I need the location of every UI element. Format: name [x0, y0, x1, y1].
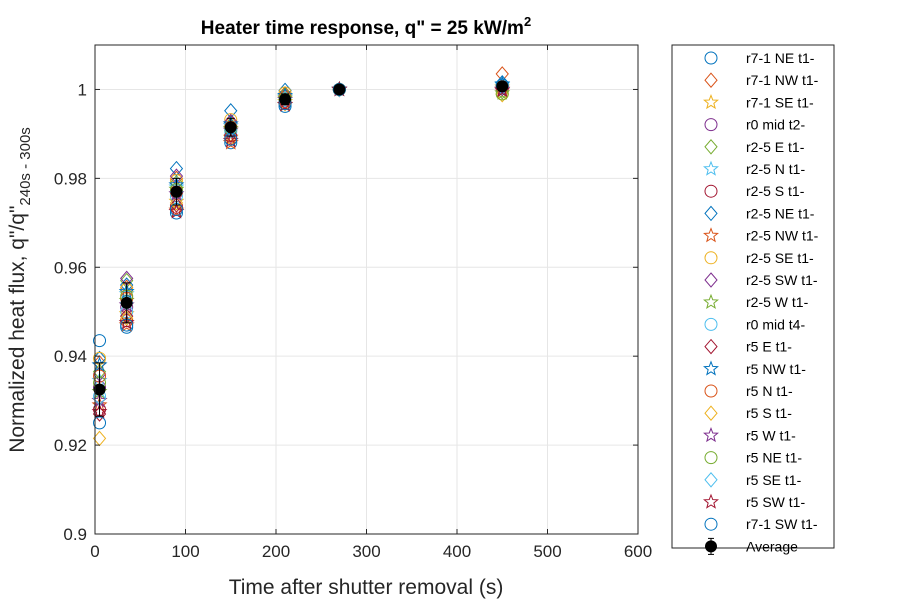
legend-marker: [704, 338, 718, 355]
legend-label: r7-1 NE t1-: [746, 50, 815, 66]
y-tick-label: 0.98: [54, 169, 87, 188]
chart-title: Heater time response, q" = 25 kW/m2: [201, 14, 531, 39]
legend-marker: [704, 51, 718, 65]
data-point: [279, 93, 292, 106]
legend-label: r5 NW t1-: [746, 361, 806, 377]
legend-label: r7-1 SW t1-: [746, 516, 818, 532]
legend-label: r2-5 SE t1-: [746, 250, 814, 266]
legend-label: r5 N t1-: [746, 383, 793, 399]
data-point: [118, 314, 135, 330]
legend-label: r5 SW t1-: [746, 494, 805, 510]
legend-marker: [703, 227, 719, 243]
legend-marker: [703, 293, 719, 309]
legend-marker: [704, 251, 718, 265]
legend-label: r7-1 NW t1-: [746, 72, 819, 88]
data-point: [169, 195, 184, 211]
legend-label: r2-5 S t1-: [746, 183, 805, 199]
legend-marker: [704, 451, 718, 465]
y-axis-label: Normalized heat flux, q"/q"240s - 300s: [6, 127, 34, 453]
legend-marker: [703, 493, 719, 509]
data-point: [169, 206, 183, 220]
legend-marker: [704, 384, 718, 398]
legend-label: r2-5 E t1-: [746, 139, 805, 155]
x-tick-label: 600: [624, 542, 652, 561]
legend-marker: [704, 139, 718, 155]
data-point: [495, 87, 509, 103]
data-point: [93, 383, 106, 396]
data-point: [118, 316, 135, 332]
legend-label: r7-1 SE t1-: [746, 94, 814, 110]
data-point: [120, 296, 133, 309]
data-point: [224, 121, 237, 134]
legend-marker: [704, 72, 718, 88]
axis-ticks: 0 100 200 300 400 500 600 0.9 0.92 0.94 0.96 0.98 1: [54, 45, 652, 561]
legend-label: r2-5 SW t1-: [746, 272, 818, 288]
legend-label: r0 mid t2-: [746, 117, 805, 133]
legend-label: r2-5 W t1-: [746, 294, 809, 310]
x-tick-label: 0: [90, 542, 99, 561]
legend-label: r5 E t1-: [746, 339, 792, 355]
data-point: [169, 197, 184, 213]
legend-box: [671, 44, 835, 549]
data-point: [168, 201, 185, 218]
y-tick-label: 0.92: [54, 436, 87, 455]
data-markers: [91, 66, 511, 447]
legend-label: r5 W t1-: [746, 427, 796, 443]
data-point: [169, 160, 184, 177]
y-tick-label: 0.9: [63, 525, 87, 544]
data-point: [168, 203, 185, 219]
x-tick-label: 300: [352, 542, 380, 561]
y-tick-label: 0.94: [54, 347, 87, 366]
legend-label: r0 mid t4-: [746, 316, 805, 332]
x-axis-label: Time after shutter removal (s): [229, 576, 504, 599]
legend-label: r5 SE t1-: [746, 472, 802, 488]
data-point: [93, 416, 107, 430]
data-point: [170, 185, 183, 198]
legend-marker: [703, 160, 719, 176]
chart-title-superscript: 2: [524, 14, 531, 29]
legend-marker: [703, 360, 719, 376]
legend-marker: [704, 118, 718, 132]
legend-marker: [703, 427, 719, 443]
legend-marker: [704, 317, 718, 331]
y-axis-label-subscript: 240s - 300s: [17, 127, 34, 205]
legend-marker: [704, 405, 718, 421]
legend-marker: [703, 94, 719, 110]
data-point: [333, 83, 346, 96]
data-point: [496, 80, 509, 93]
legend: r7-1 NE t1- r7-1 NW t1- r7-1 SE t1- r0 mid …: [671, 44, 835, 555]
y-tick-label: 1: [78, 80, 87, 99]
legend-marker: [704, 472, 718, 488]
x-tick-label: 400: [443, 542, 471, 561]
legend-marker: [704, 517, 718, 531]
legend-marker: [704, 205, 718, 222]
legend-marker: [704, 272, 718, 288]
legend-label: r5 S t1-: [746, 405, 792, 421]
x-tick-label: 100: [171, 542, 199, 561]
legend-label: r2-5 N t1-: [746, 161, 805, 177]
legend-label: r5 NE t1-: [746, 450, 802, 466]
legend-label: r2-5 NW t1-: [746, 228, 819, 244]
data-point: [222, 132, 239, 148]
legend-marker: [704, 184, 718, 198]
legend-marker: [705, 540, 717, 553]
legend-label: r2-5 NE t1-: [746, 205, 815, 221]
x-tick-label: 500: [533, 542, 561, 561]
y-tick-label: 0.96: [54, 258, 87, 277]
legend-label: Average: [746, 538, 798, 554]
x-tick-label: 200: [262, 542, 290, 561]
data-point: [93, 334, 107, 348]
